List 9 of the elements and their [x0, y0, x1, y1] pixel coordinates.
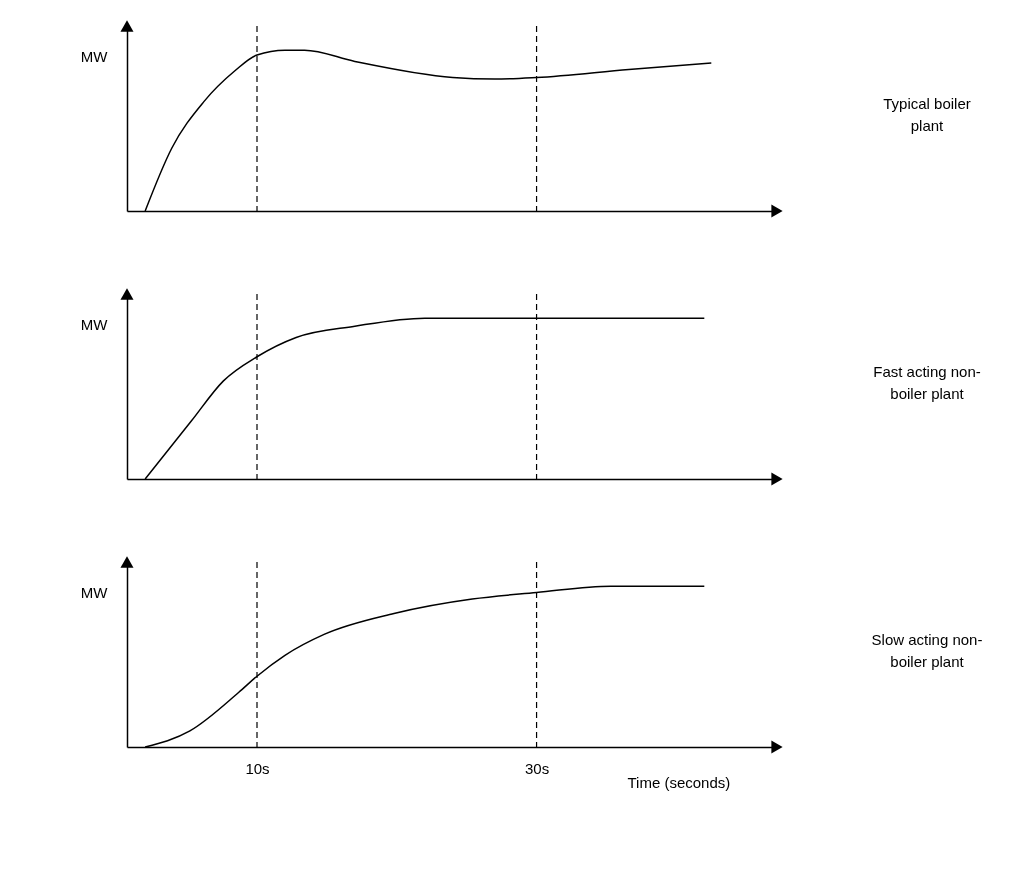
text: Typical boiler plant: [883, 94, 971, 134]
x-tick-label: 30s: [524, 759, 550, 777]
text: Slow acting non-boiler plant: [871, 630, 983, 670]
x-tick-label: 10s: [245, 759, 270, 777]
text: Fast acting non-boiler plant: [873, 362, 981, 402]
y-axis-title: MW: [80, 315, 109, 333]
y-axis-title: MW: [80, 583, 109, 601]
x-axis-title: Time (seconds): [627, 773, 731, 791]
y-axis-title: MW: [80, 47, 109, 65]
